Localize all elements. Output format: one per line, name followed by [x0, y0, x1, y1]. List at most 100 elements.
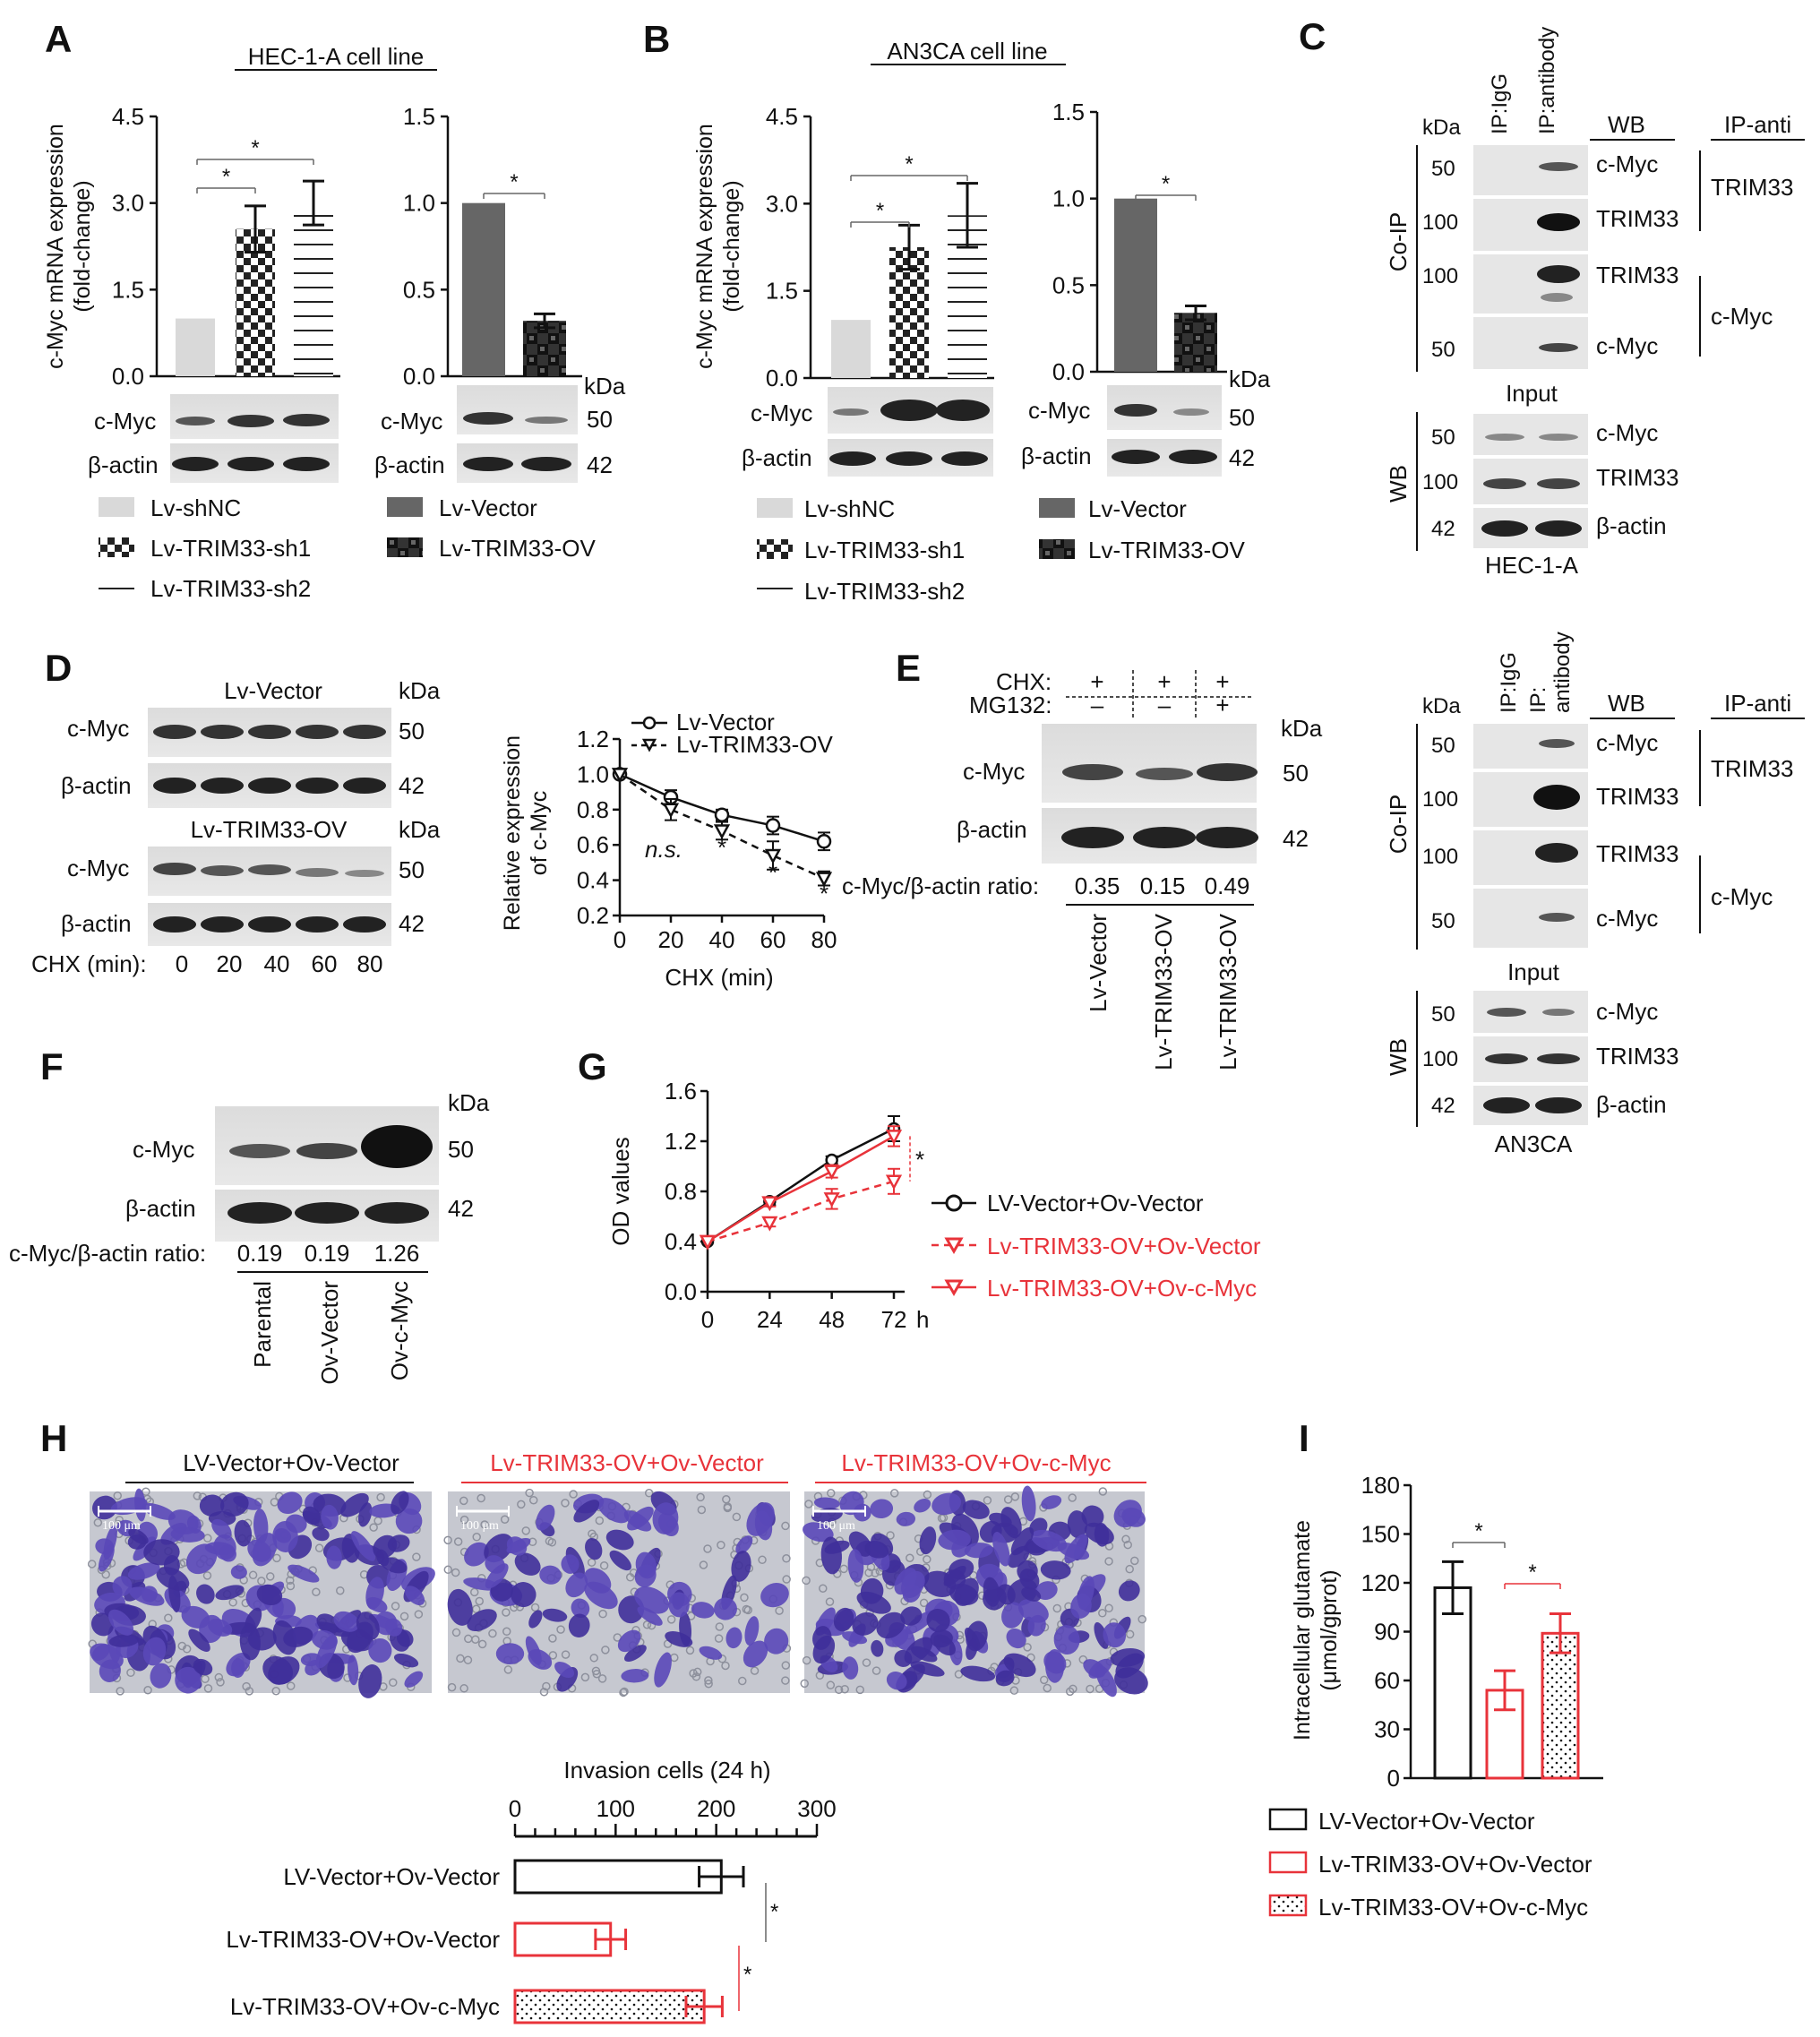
pore: [143, 1686, 152, 1695]
pore: [245, 1687, 254, 1696]
pore: [1098, 1609, 1107, 1618]
pore: [619, 1688, 628, 1698]
band-label: c-Myc: [1596, 905, 1658, 932]
pore: [1086, 1684, 1095, 1694]
pore: [414, 1610, 424, 1619]
invasion-image: 100 μm: [87, 1487, 435, 1698]
pore: [548, 1634, 557, 1643]
mw-label: 100: [1422, 1047, 1458, 1071]
stained-cell: [1103, 1622, 1127, 1648]
stained-cell: [983, 1577, 1000, 1607]
significance-star: *: [510, 170, 518, 194]
stained-cell: [812, 1626, 832, 1650]
pore: [561, 1650, 571, 1659]
stained-cell: [511, 1582, 537, 1607]
y-tick-label: 1.6: [665, 1078, 697, 1104]
mw-label: 42: [399, 910, 425, 937]
y-tick-label: 90: [1374, 1619, 1400, 1646]
pore: [625, 1573, 635, 1582]
mw-label: 42: [587, 451, 613, 478]
stained-cell: [617, 1629, 641, 1653]
mw-label: 100: [1422, 211, 1458, 235]
pore: [113, 1491, 122, 1500]
stained-cell: [376, 1549, 390, 1567]
data-point: [611, 768, 629, 784]
stained-cell: [714, 1597, 737, 1620]
stained-cell: [485, 1555, 505, 1574]
mw-label: 50: [399, 718, 425, 744]
bar: [462, 202, 505, 376]
stained-cell: [943, 1569, 966, 1590]
y-tick-label: 0.4: [665, 1228, 697, 1255]
stained-cell: [464, 1542, 489, 1567]
y-tick-label: 1.5: [1052, 99, 1085, 125]
stained-cell: [571, 1598, 590, 1619]
stained-cell: [103, 1525, 117, 1560]
pore: [923, 1555, 931, 1564]
pore: [722, 1494, 731, 1504]
x-tick-label: 0: [509, 1795, 521, 1822]
stained-cell: [539, 1565, 562, 1585]
stained-cell: [621, 1669, 649, 1683]
x-tick-label: 300: [797, 1795, 836, 1822]
y-tick-label: 1.0: [403, 190, 435, 217]
stained-cell: [167, 1509, 199, 1534]
lane-label: Lv-TRIM33-OV: [1150, 913, 1177, 1070]
pore: [740, 1593, 749, 1603]
mw-label: 50: [587, 406, 613, 433]
y-tick-label: 1.5: [403, 103, 435, 130]
svg-text:c-Myc mRNA expression: c-Myc mRNA expression: [692, 124, 717, 369]
stained-cell: [962, 1500, 990, 1519]
band-label: TRIM33: [1596, 262, 1678, 288]
significance-star: *: [905, 152, 913, 176]
pore: [839, 1564, 848, 1574]
pore: [164, 1613, 173, 1623]
blot-title: Lv-Vector: [224, 677, 322, 704]
panel-d: D Lv-Vector kDa c-Myc β-actin 50 42 Lv-T…: [31, 647, 837, 991]
cell-line-label: HEC-1-A: [1485, 552, 1579, 579]
stained-cell: [536, 1504, 555, 1531]
ns-label: n.s.: [645, 836, 682, 863]
blot-label: c-Myc: [67, 715, 129, 742]
pore: [597, 1674, 607, 1683]
stained-cell: [506, 1536, 528, 1556]
significance-star: *: [770, 1900, 778, 1924]
band-label: TRIM33: [1596, 464, 1678, 491]
pore: [599, 1561, 609, 1570]
data-point: [765, 818, 781, 833]
pore: [592, 1669, 602, 1679]
pore: [697, 1505, 707, 1515]
pore: [265, 1572, 275, 1581]
panel-letter: C: [1299, 15, 1326, 57]
stained-cell: [1041, 1495, 1062, 1509]
stained-cell: [127, 1534, 147, 1550]
chart-a-right: 0.0 0.5 1.0 1.5 *: [403, 103, 582, 390]
stained-cell: [744, 1616, 760, 1646]
mw-label: 42: [1431, 1094, 1455, 1118]
pore: [588, 1529, 597, 1538]
ip-anti-label: IP-anti: [1724, 690, 1791, 717]
pore: [336, 1586, 345, 1595]
pore: [1104, 1557, 1113, 1566]
bar: [294, 202, 333, 376]
chx-time: 80: [357, 950, 383, 977]
stained-cell: [199, 1494, 225, 1517]
pore: [286, 1576, 295, 1586]
panel-c: C kDa IP:IgG IP:antibody WB IP-anti Co-I…: [1299, 15, 1805, 1157]
stained-cell: [234, 1519, 253, 1547]
y-axis-label: Intracellular glutamate (μmol/gprot): [1290, 1520, 1342, 1740]
legend-marker: [944, 1279, 964, 1297]
panel-letter: H: [40, 1417, 67, 1459]
lane-label: antibody: [1550, 632, 1575, 713]
pore: [598, 1609, 607, 1619]
band-label: β-actin: [1596, 512, 1667, 539]
pore: [528, 1495, 538, 1505]
stained-cell: [168, 1575, 181, 1613]
pore: [399, 1612, 409, 1621]
bar: [1174, 313, 1217, 372]
panel-h: H LV-Vector+Ov-Vector Lv-TRIM33-OV+Ov-Ve…: [40, 1417, 1148, 2024]
stained-cell: [447, 1588, 473, 1626]
stained-cell: [896, 1511, 916, 1526]
band-label: c-Myc: [1596, 332, 1658, 359]
data-point: [823, 1192, 840, 1208]
